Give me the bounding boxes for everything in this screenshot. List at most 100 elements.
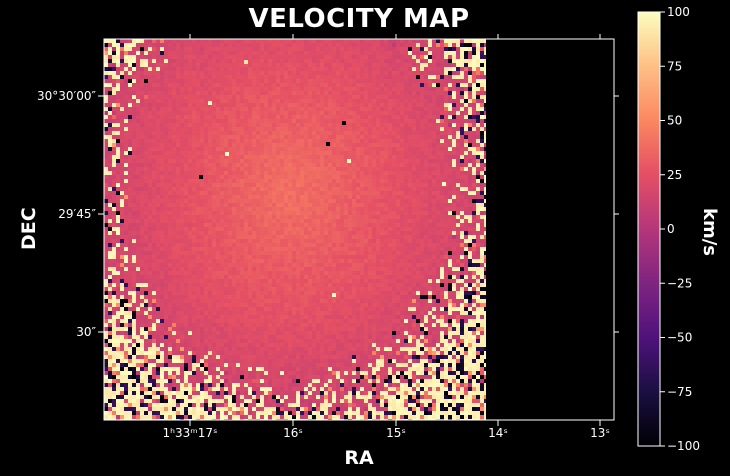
heatmap-cell [268,119,272,123]
heatmap-cell [416,179,420,183]
heatmap-cell [312,183,316,187]
heatmap-cell [400,123,404,127]
heatmap-cell [296,191,300,195]
heatmap-cell [444,103,448,107]
heatmap-cell [436,159,440,163]
heatmap-cell [236,155,240,159]
heatmap-cell [460,183,464,187]
heatmap-cell [236,159,240,163]
heatmap-cell [176,59,180,63]
heatmap-cell [160,79,164,83]
heatmap-cell [112,79,116,83]
heatmap-cell [388,103,392,107]
heatmap-cell [476,179,480,183]
heatmap-cell [432,231,436,235]
heatmap-cell [380,231,384,235]
heatmap-cell [464,59,468,63]
heatmap-cell [328,123,332,127]
heatmap-cell [400,175,404,179]
heatmap-cell [332,55,336,59]
heatmap-cell [472,235,476,239]
heatmap-cell [124,211,128,215]
heatmap-cell [428,135,432,139]
heatmap-cell [412,111,416,115]
heatmap-cell [220,219,224,223]
heatmap-cell [296,95,300,99]
heatmap-cell [188,51,192,55]
heatmap-cell [372,147,376,151]
heatmap-cell [288,127,292,131]
heatmap-cell [220,235,224,239]
heatmap-cell [428,211,432,215]
heatmap-cell [416,87,420,91]
heatmap-cell [268,47,272,51]
heatmap-cell [268,179,272,183]
heatmap-cell [132,155,136,159]
heatmap-cell [476,51,480,55]
heatmap-cell [460,199,464,203]
heatmap-cell [140,47,144,51]
heatmap-cell [244,91,248,95]
heatmap-cell [188,227,192,231]
heatmap-cell [420,175,424,179]
heatmap-cell [224,79,228,83]
heatmap-cell [248,111,252,115]
heatmap-cell [296,139,300,143]
heatmap-cell [388,155,392,159]
heatmap-cell [180,151,184,155]
heatmap-cell [176,63,180,67]
heatmap-cell [112,83,116,87]
heatmap-cell [336,223,340,227]
heatmap-cell [268,143,272,147]
heatmap-cell [216,235,220,239]
heatmap-cell [236,123,240,127]
heatmap-cell [384,143,388,147]
heatmap-cell [148,115,152,119]
heatmap-cell [388,59,392,63]
heatmap-cell [364,63,368,67]
heatmap-cell [172,67,176,71]
heatmap-cell [420,63,424,67]
heatmap-cell [436,175,440,179]
heatmap-cell [364,143,368,147]
heatmap-cell [228,199,232,203]
heatmap-cell [224,223,228,227]
heatmap-cell [140,91,144,95]
heatmap-cell [172,127,176,131]
heatmap-cell [192,191,196,195]
heatmap-cell [308,43,312,47]
heatmap-cell [208,71,212,75]
heatmap-cell [340,239,344,243]
heatmap-cell [360,163,364,167]
heatmap-cell [212,175,216,179]
heatmap-cell [472,67,476,71]
heatmap-cell [264,151,268,155]
heatmap-cell [132,59,136,63]
heatmap-cell [228,155,232,159]
heatmap-cell [332,203,336,207]
heatmap-cell [344,223,348,227]
heatmap-cell [292,187,296,191]
heatmap-cell [404,191,408,195]
heatmap-cell [196,63,200,67]
heatmap-cell [380,175,384,179]
heatmap-cell [208,231,212,235]
heatmap-cell [388,47,392,51]
heatmap-cell [352,159,356,163]
heatmap-cell [120,151,124,155]
heatmap-cell [120,139,124,143]
heatmap-cell [448,239,452,243]
heatmap-cell [192,211,196,215]
heatmap-cell [476,87,480,91]
heatmap-cell [332,91,336,95]
heatmap-cell [172,119,176,123]
heatmap-cell [228,175,232,179]
heatmap-cell [448,87,452,91]
heatmap-cell [128,87,132,91]
heatmap-cell [136,195,140,199]
heatmap-cell [328,191,332,195]
heatmap-cell [380,83,384,87]
heatmap-cell [456,79,460,83]
heatmap-cell [440,75,444,79]
heatmap-cell [464,95,468,99]
